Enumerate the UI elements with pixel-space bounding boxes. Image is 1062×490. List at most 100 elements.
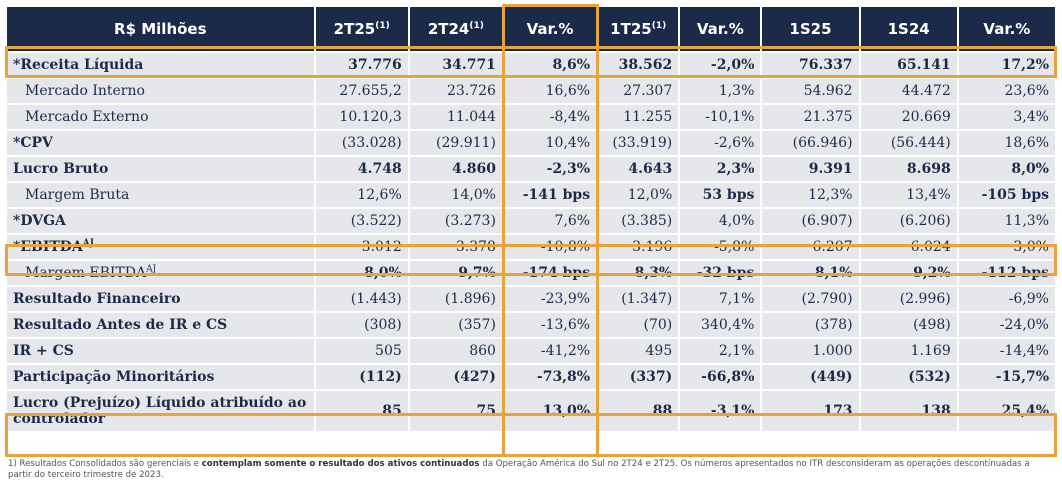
table-cell: 860 <box>409 339 502 363</box>
table-cell: 9,2% <box>860 261 957 285</box>
table-row: Mercado Externo 10.120,3 11.044 -8,4% 11.255… <box>7 105 1055 129</box>
table-cell: -73,8% <box>503 365 597 389</box>
table-cell: (1.896) <box>409 287 502 311</box>
table-cell: 8,3% <box>598 261 679 285</box>
table-cell: 7,6% <box>503 209 597 233</box>
table-cell: 11.255 <box>598 105 679 129</box>
table-cell: 14,0% <box>409 183 502 207</box>
row-label-text: Lucro Bruto <box>13 161 109 177</box>
table-cell: 21.375 <box>762 105 859 129</box>
table-cell: 20.669 <box>860 105 957 129</box>
table-cell: 76.337 <box>762 53 859 77</box>
column-header-label: 1S24 <box>887 20 930 38</box>
row-label: Resultado Financeiro <box>7 287 314 311</box>
table-cell: 8,1% <box>762 261 859 285</box>
table-cell: (3.385) <box>598 209 679 233</box>
table-cell: 3.012 <box>315 235 408 259</box>
table-cell: 3.378 <box>409 235 502 259</box>
table-cell: 1,3% <box>680 79 761 103</box>
table-cell: 23,6% <box>958 79 1055 103</box>
column-header-3: Var.% <box>503 7 597 51</box>
table-cell: 18,6% <box>958 131 1055 155</box>
table-cell: 13,4% <box>860 183 957 207</box>
table-row: Lucro Bruto 4.748 4.860 -2,3% 4.643 2,3% 9.391… <box>7 157 1055 181</box>
row-label: *DVGA <box>7 209 314 233</box>
table-cell: -23,9% <box>503 287 597 311</box>
row-label-text: Lucro (Prejuízo) Líquido atribuído ao co… <box>13 395 307 427</box>
row-label-text: Resultado Financeiro <box>13 291 181 307</box>
footnote-text-bold: contemplam somente o resultado dos ativo… <box>201 459 480 469</box>
row-label-text: Margem Bruta <box>25 187 130 203</box>
table-cell: 8,0% <box>958 157 1055 181</box>
row-label: Margem EBITDAAJ <box>7 261 314 285</box>
table-cell: -6,9% <box>958 287 1055 311</box>
column-header-0: R$ Milhões <box>7 7 314 51</box>
table-cell: 37.776 <box>315 53 408 77</box>
table-cell: (2.790) <box>762 287 859 311</box>
table-cell: 3,4% <box>958 105 1055 129</box>
table-cell: 6.024 <box>860 235 957 259</box>
table-cell: -10,1% <box>680 105 761 129</box>
table-cell: (66.946) <box>762 131 859 155</box>
row-label-text: *EBITDA <box>13 239 83 255</box>
row-label-text: Margem EBITDA <box>25 265 147 281</box>
table-cell: (33.028) <box>315 131 408 155</box>
table-cell: 25,4% <box>958 391 1055 431</box>
table-cell: 10.120,3 <box>315 105 408 129</box>
table-cell: -10,8% <box>503 235 597 259</box>
table-cell: -66,8% <box>680 365 761 389</box>
table-cell: (308) <box>315 313 408 337</box>
row-label: IR + CS <box>7 339 314 363</box>
table-row: Resultado Financeiro (1.443) (1.896) -23,9%… <box>7 287 1055 311</box>
table-cell: 88 <box>598 391 679 431</box>
table-cell: 2,1% <box>680 339 761 363</box>
table-cell: -24,0% <box>958 313 1055 337</box>
table-cell: 2,3% <box>680 157 761 181</box>
column-header-label: Var.% <box>696 20 744 38</box>
table-cell: 1.169 <box>860 339 957 363</box>
table-cell: 138 <box>860 391 957 431</box>
table-cell: 17,2% <box>958 53 1055 77</box>
column-header-5: Var.% <box>680 7 761 51</box>
row-label: Mercado Interno <box>7 79 314 103</box>
financial-table-container: R$ Milhões 2T25(1) 2T24(1) Var.% 1T25(1) Var.… <box>5 5 1057 433</box>
table-cell: 85 <box>315 391 408 431</box>
row-label-text: *DVGA <box>13 213 66 229</box>
table-row: Lucro (Prejuízo) Líquido atribuído ao co… <box>7 391 1055 431</box>
table-cell: 44.472 <box>860 79 957 103</box>
table-cell: 11.044 <box>409 105 502 129</box>
row-label-superscript: AJ <box>82 238 95 249</box>
table-cell: -105 bps <box>958 183 1055 207</box>
table-cell: 8.698 <box>860 157 957 181</box>
table-row: *DVGA (3.522) (3.273) 7,6% (3.385) 4,0% (6.907… <box>7 209 1055 233</box>
table-cell: 4.860 <box>409 157 502 181</box>
table-cell: (337) <box>598 365 679 389</box>
row-label-text: Mercado Externo <box>25 109 149 125</box>
table-cell: 1.000 <box>762 339 859 363</box>
column-header-label: Var.% <box>983 20 1031 38</box>
table-cell: -41,2% <box>503 339 597 363</box>
table-cell: (449) <box>762 365 859 389</box>
table-cell: (29.911) <box>409 131 502 155</box>
column-header-superscript: (1) <box>469 21 484 31</box>
table-cell: -2,6% <box>680 131 761 155</box>
table-cell: 3,0% <box>958 235 1055 259</box>
table-cell: 7,1% <box>680 287 761 311</box>
row-label-text: IR + CS <box>13 343 74 359</box>
table-cell: -13,6% <box>503 313 597 337</box>
table-row: Mercado Interno 27.655,2 23.726 16,6% 27.307… <box>7 79 1055 103</box>
table-cell: 34.771 <box>409 53 502 77</box>
table-cell: 16,6% <box>503 79 597 103</box>
table-row: *CPV (33.028) (29.911) 10,4% (33.919) -2,6% (6… <box>7 131 1055 155</box>
column-header-superscript: (1) <box>651 21 667 31</box>
column-header-1: 2T25(1) <box>315 7 408 51</box>
table-row: *Receita Líquida 37.776 34.771 8,6% 38.562 -2… <box>7 53 1055 77</box>
table-cell: (498) <box>860 313 957 337</box>
table-cell: (33.919) <box>598 131 679 155</box>
row-label-text: *CPV <box>13 135 53 151</box>
footnote-text-2: da Operação América do Sul no 2T24 e 2T2… <box>8 459 1030 480</box>
table-cell: -8,4% <box>503 105 597 129</box>
table-row: IR + CS 505 860 -41,2% 495 2,1% 1.000 1.169 -14,… <box>7 339 1055 363</box>
table-row: Participação Minoritários (112) (427) -73,8… <box>7 365 1055 389</box>
column-header-label: Var.% <box>526 20 574 38</box>
